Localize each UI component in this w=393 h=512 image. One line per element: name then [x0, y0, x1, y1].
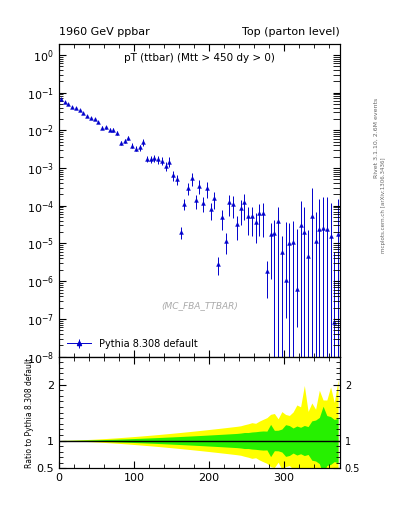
Legend: Pythia 8.308 default: Pythia 8.308 default [64, 336, 200, 352]
Text: (MC_FBA_TTBAR): (MC_FBA_TTBAR) [161, 301, 238, 310]
Text: 1960 GeV ppbar: 1960 GeV ppbar [59, 27, 150, 37]
Text: mcplots.cern.ch [arXiv:1306.3436]: mcplots.cern.ch [arXiv:1306.3436] [381, 157, 386, 252]
Y-axis label: Ratio to Pythia 8.308 default: Ratio to Pythia 8.308 default [25, 357, 34, 467]
Text: Top (parton level): Top (parton level) [242, 27, 340, 37]
Text: pT (ttbar) (Mtt > 450 dy > 0): pT (ttbar) (Mtt > 450 dy > 0) [124, 53, 275, 63]
Text: Rivet 3.1.10, 2.6M events: Rivet 3.1.10, 2.6M events [374, 98, 379, 178]
